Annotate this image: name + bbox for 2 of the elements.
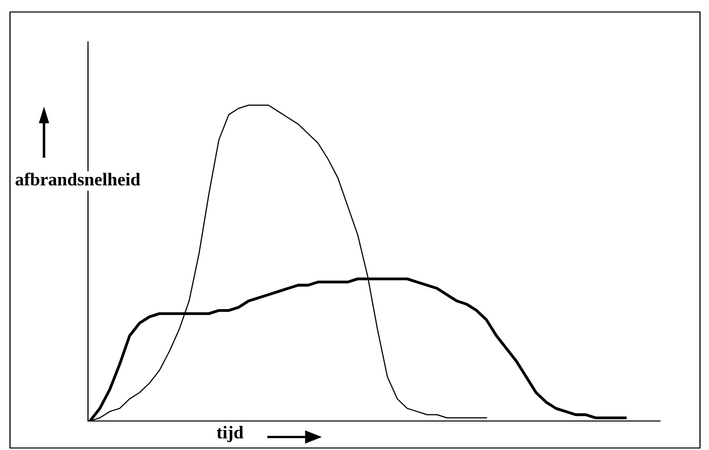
y-axis-title: afbrandsnelheid [16, 172, 140, 186]
x-axis-title: tijd [216, 426, 244, 442]
